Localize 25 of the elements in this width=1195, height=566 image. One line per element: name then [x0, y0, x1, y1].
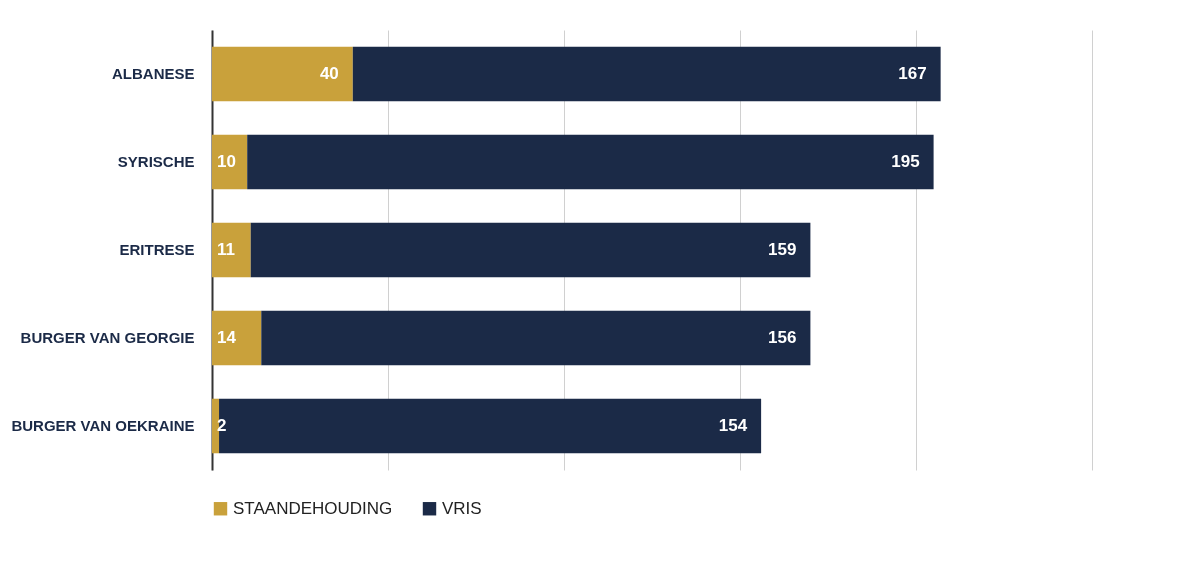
data-label: 167	[898, 64, 927, 83]
y-tick-label: ALBANESE	[111, 65, 195, 82]
bar	[212, 310, 262, 366]
data-label: 11	[217, 240, 235, 259]
data-label: 154	[718, 416, 748, 435]
legend-label: VRIS	[442, 498, 482, 518]
bar	[352, 46, 941, 102]
bar	[212, 134, 248, 190]
y-tick-label: BURGER VAN GEORGIE	[20, 329, 195, 346]
bar	[250, 222, 811, 278]
y-tick-label: BURGER VAN OEKRAINE	[11, 417, 195, 434]
y-tick-label: ERITRESE	[119, 241, 195, 258]
bar	[212, 222, 251, 278]
bar	[261, 310, 811, 366]
bar	[212, 46, 353, 102]
y-tick-label: SYRISCHE	[117, 153, 195, 170]
bar	[219, 398, 762, 454]
data-label: 10	[217, 152, 236, 171]
data-label: 195	[891, 152, 920, 171]
legend-label: STAANDEHOUDING	[233, 498, 393, 518]
data-label: 40	[319, 64, 339, 83]
data-label: 156	[768, 328, 797, 347]
data-label: 14	[217, 328, 237, 347]
bar	[247, 134, 934, 190]
data-label: 159	[768, 240, 797, 259]
